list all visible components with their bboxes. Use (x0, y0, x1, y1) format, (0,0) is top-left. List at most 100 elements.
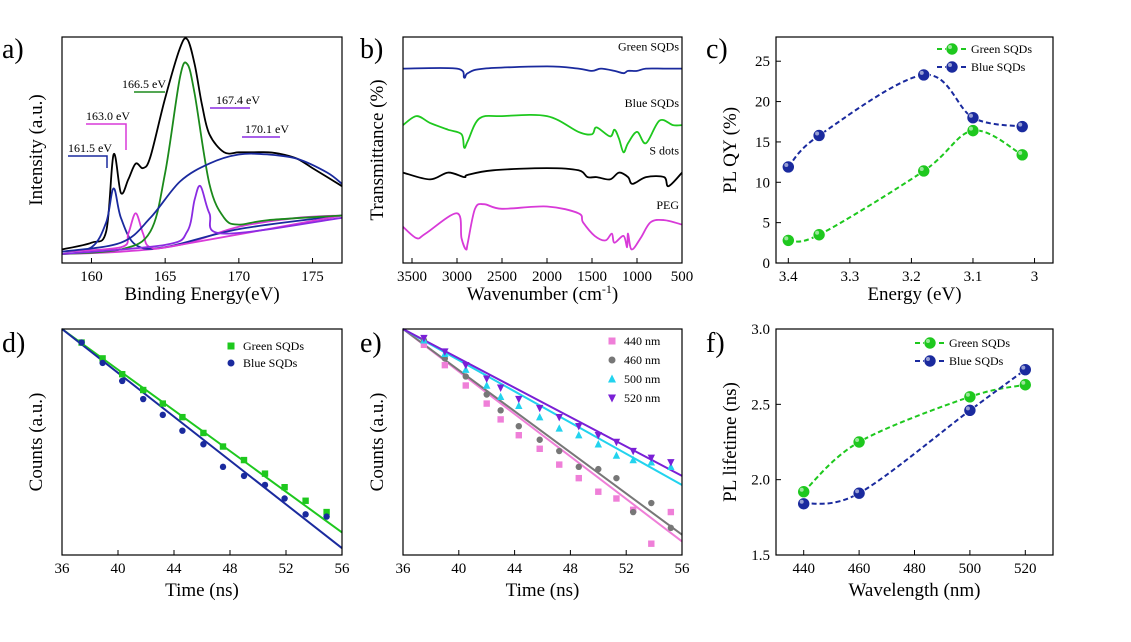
x-tick-label: 3.1 (964, 269, 983, 285)
legend-label: 460 nm (624, 353, 661, 367)
legend-label: Blue SQDs (243, 356, 298, 370)
data-point (966, 124, 980, 137)
data-point (797, 485, 811, 499)
x-axis-label: Time (ns) (165, 580, 239, 601)
fit-line-3 (402, 328, 683, 477)
x-tick-label: 40 (111, 561, 126, 577)
y-tick-label: 1.5 (751, 548, 770, 564)
xps-curve-2 (61, 187, 343, 253)
legend-marker (923, 336, 937, 350)
x-tick-label: 500 (671, 269, 694, 285)
panel-label: b) (360, 34, 383, 65)
y-axis-label: PL QY (%) (720, 107, 741, 193)
data-point-highlight (784, 162, 789, 167)
ftir-curve-1 (402, 113, 683, 154)
peak-label: 170.1 eV (245, 122, 289, 136)
data-point-highlight (965, 406, 970, 411)
data-point (648, 499, 655, 507)
data-point (536, 404, 544, 413)
data-point (496, 384, 505, 392)
data-point (782, 234, 795, 247)
data-point (99, 355, 106, 362)
legend-marker-highlight (948, 63, 952, 67)
data-point (99, 359, 106, 367)
data-point (648, 540, 655, 547)
series-line-1 (787, 73, 1023, 168)
x-axis-label-sup: -1 (602, 282, 612, 296)
x-axis-label: Wavelength (nm) (849, 580, 981, 601)
x-tick-label: 3.3 (840, 269, 859, 285)
data-point (575, 474, 582, 482)
data-point (323, 513, 330, 520)
x-tick-label: 1000 (622, 269, 652, 285)
x-tick-label: 36 (55, 561, 71, 577)
series-label: Green SQDs (618, 40, 679, 54)
x-axis-label: Energy (eV) (867, 284, 961, 305)
peak-label: 163.0 eV (86, 109, 130, 123)
x-tick-label: 48 (563, 561, 578, 577)
x-tick-label: 160 (80, 269, 103, 285)
panel-label: f) (706, 328, 725, 359)
data-point (302, 497, 309, 504)
x-tick-label: 56 (335, 561, 351, 577)
legend-marker (923, 354, 937, 368)
x-axis-label: Wavenumber (cm-1) (467, 282, 618, 305)
data-point (782, 160, 795, 174)
data-point (963, 390, 977, 404)
axes-frame-1 (402, 36, 683, 264)
data-point (240, 456, 248, 464)
data-point (483, 400, 490, 407)
x-axis-label-end: ) (612, 284, 618, 305)
x-tick-label: 175 (301, 269, 324, 285)
data-point-highlight (855, 489, 860, 494)
data-point (515, 401, 523, 410)
axes-frame-0 (61, 36, 343, 264)
x-tick-label: 56 (675, 561, 691, 577)
y-axis-label: PL lifetime (ns) (720, 382, 741, 502)
data-point (1019, 378, 1032, 392)
xps-curve-0 (61, 37, 343, 251)
fit-line-2 (402, 328, 683, 486)
data-point (594, 432, 602, 440)
y-axis-label: Counts (a.u.) (26, 393, 47, 492)
data-point (917, 68, 931, 82)
fit-line-1 (61, 328, 343, 550)
y-tick-label: 15 (755, 135, 770, 151)
data-point (140, 386, 147, 394)
data-point (240, 472, 248, 480)
data-point (1015, 120, 1029, 133)
legend-label: Green SQDs (949, 336, 1010, 350)
data-point (515, 432, 522, 439)
x-tick-label: 40 (451, 561, 466, 577)
series-line-0 (803, 383, 1026, 493)
data-point-highlight (1018, 122, 1023, 127)
x-tick-label: 165 (154, 269, 177, 285)
xps-curve-3 (61, 212, 343, 253)
series-label: PEG (656, 198, 679, 212)
data-point (1019, 363, 1032, 376)
data-point (261, 470, 269, 477)
legend-marker-highlight (926, 339, 930, 343)
legend-marker-highlight (926, 357, 930, 361)
data-point (462, 382, 469, 389)
xps-curve-4 (61, 61, 343, 255)
legend-marker (608, 374, 616, 383)
x-tick-label: 44 (167, 561, 183, 577)
data-point (441, 348, 449, 356)
panel-label: c) (706, 34, 728, 65)
xps-curve-6 (61, 152, 343, 253)
data-point-highlight (965, 392, 970, 397)
data-point (420, 341, 428, 349)
data-point-highlight (919, 166, 924, 171)
axes-frame-5 (775, 328, 1054, 556)
y-axis-label: Transmittance (%) (367, 79, 388, 220)
x-tick-label: 3.2 (902, 269, 921, 285)
series-line-0 (788, 129, 1023, 243)
data-point (483, 375, 491, 383)
y-tick-label: 3.0 (751, 322, 770, 338)
x-tick-label: 520 (1014, 561, 1037, 577)
x-tick-label: 2000 (532, 269, 562, 285)
legend-marker-highlight (948, 45, 952, 49)
data-point (462, 373, 469, 380)
y-axis-label: Intensity (a.u.) (26, 94, 47, 205)
